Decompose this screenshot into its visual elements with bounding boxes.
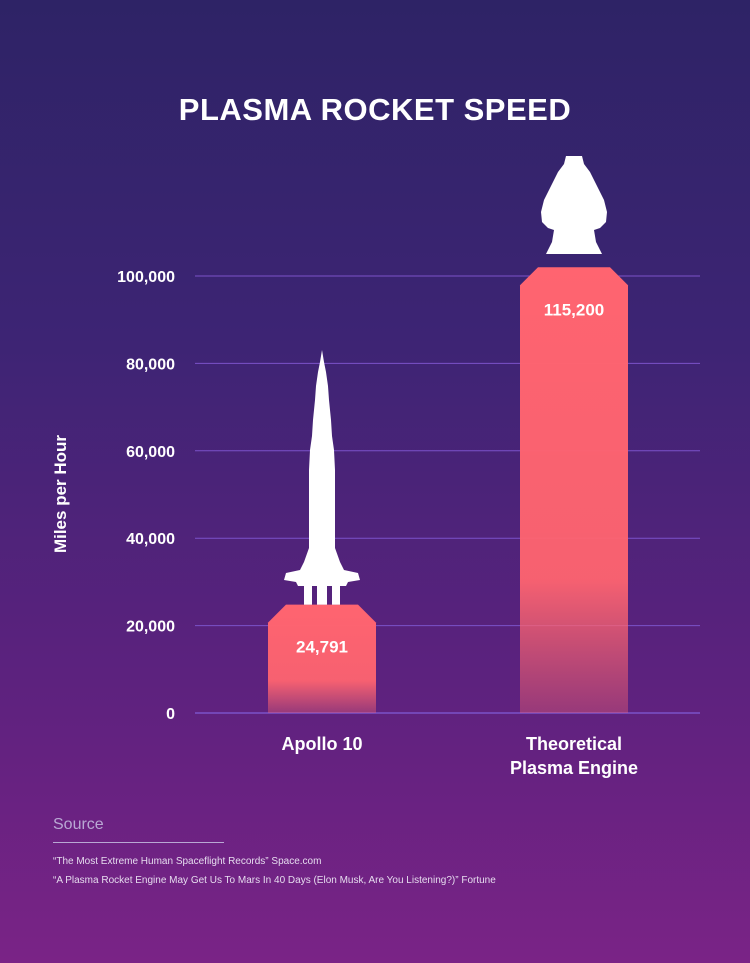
y-tick-label: 100,000 xyxy=(117,269,175,286)
y-axis-label: Miles per Hour xyxy=(51,435,70,553)
category-label: Apollo 10 xyxy=(281,734,362,754)
bar-data-label: 115,200 xyxy=(544,300,605,319)
y-tick-label: 40,000 xyxy=(126,531,175,548)
labels: 24,791 Apollo 10 115,200 Theoretical Plasma … xyxy=(281,300,638,778)
rocket-nozzle xyxy=(304,586,312,605)
rocket-nozzle xyxy=(332,586,340,605)
category-label: Theoretical xyxy=(526,734,622,754)
y-axis-ticks: 0 20,000 40,000 60,000 80,000 100,000 xyxy=(117,269,175,723)
y-tick-label: 20,000 xyxy=(126,619,175,636)
source-line-1: “The Most Extreme Human Spaceflight Reco… xyxy=(53,856,322,867)
source-heading: Source xyxy=(53,816,104,833)
capsule-body xyxy=(541,156,607,254)
source-divider xyxy=(53,842,224,843)
bar xyxy=(520,267,628,713)
saturn-v-rocket-icon xyxy=(284,350,360,605)
bar-data-label: 24,791 xyxy=(296,638,348,657)
bars xyxy=(268,267,628,713)
y-tick-label: 60,000 xyxy=(126,444,175,461)
chart-title: PLASMA ROCKET SPEED xyxy=(178,92,572,127)
rocket-body xyxy=(284,350,360,586)
category-label: Plasma Engine xyxy=(510,758,638,778)
y-tick-label: 0 xyxy=(166,706,175,723)
rockets xyxy=(284,156,607,605)
bar-chart: 0 20,000 40,000 60,000 80,000 100,000 24,791 A… xyxy=(51,156,700,778)
source-line-2: “A Plasma Rocket Engine May Get Us To Ma… xyxy=(53,875,496,886)
y-tick-label: 80,000 xyxy=(126,356,175,373)
plasma-capsule-icon xyxy=(541,156,607,254)
bar xyxy=(268,604,376,713)
rocket-nozzle xyxy=(317,586,327,605)
